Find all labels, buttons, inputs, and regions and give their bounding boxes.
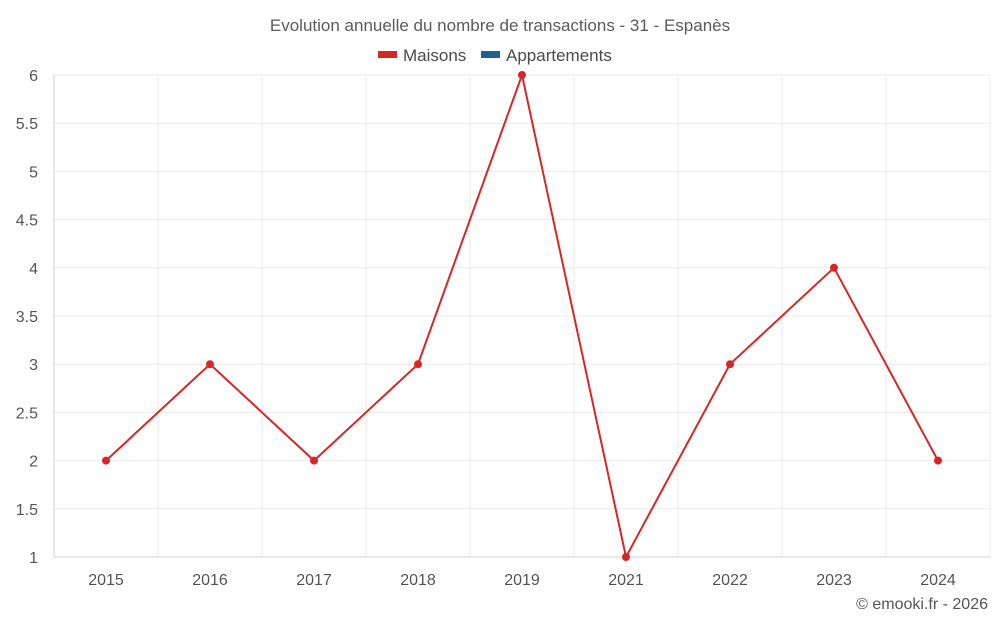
data-point-maisons[interactable] xyxy=(102,456,110,465)
y-tick-label: 6 xyxy=(29,68,38,85)
axes xyxy=(53,75,990,558)
x-tick-label: 2016 xyxy=(192,572,228,589)
x-axis-ticks: 2015 2016 2017 2018 2019 2021 2022 2023 2024 xyxy=(88,572,956,589)
data-point-maisons[interactable] xyxy=(518,71,526,79)
x-tick-label: 2024 xyxy=(920,572,956,589)
legend-swatch-appartements xyxy=(481,51,500,58)
x-tick-label: 2022 xyxy=(712,572,748,589)
data-point-maisons[interactable] xyxy=(726,360,734,369)
chart-title: Evolution annuelle du nombre de transact… xyxy=(270,16,730,35)
data-point-maisons[interactable] xyxy=(622,553,630,561)
legend-item-maisons[interactable]: Maisons xyxy=(378,46,466,65)
data-point-maisons[interactable] xyxy=(934,456,942,465)
series-layer xyxy=(102,71,942,561)
y-tick-label: 5.5 xyxy=(16,116,38,133)
x-tick-label: 2021 xyxy=(608,572,644,589)
data-point-maisons[interactable] xyxy=(206,360,214,369)
y-tick-label: 2 xyxy=(29,454,38,471)
legend-label-appartements: Appartements xyxy=(506,46,612,65)
legend-swatch-maisons xyxy=(378,51,397,58)
y-axis-ticks: 1 1.5 2 2.5 3 3.5 4 4.5 5 5.5 6 xyxy=(16,68,38,567)
y-tick-label: 3 xyxy=(29,357,38,374)
y-tick-label: 1 xyxy=(29,550,38,567)
x-tick-label: 2015 xyxy=(88,572,124,589)
x-tick-label: 2023 xyxy=(816,572,852,589)
y-tick-label: 3.5 xyxy=(16,309,38,326)
y-tick-label: 1.5 xyxy=(16,502,38,519)
x-tick-label: 2019 xyxy=(504,572,540,589)
legend: Maisons Appartements xyxy=(378,46,612,65)
grid xyxy=(54,74,991,557)
data-point-maisons[interactable] xyxy=(414,360,422,369)
x-tick-label: 2018 xyxy=(400,572,436,589)
legend-label-maisons: Maisons xyxy=(403,46,466,65)
legend-item-appartements[interactable]: Appartements xyxy=(481,46,612,65)
y-tick-label: 4 xyxy=(29,261,38,278)
y-tick-label: 2.5 xyxy=(16,405,38,422)
data-point-maisons[interactable] xyxy=(830,263,838,272)
x-tick-label: 2017 xyxy=(296,572,332,589)
data-point-maisons[interactable] xyxy=(310,456,318,465)
y-tick-label: 5 xyxy=(29,164,38,181)
footer-credit: © emooki.fr - 2026 xyxy=(856,596,988,613)
y-tick-label: 4.5 xyxy=(16,213,38,230)
